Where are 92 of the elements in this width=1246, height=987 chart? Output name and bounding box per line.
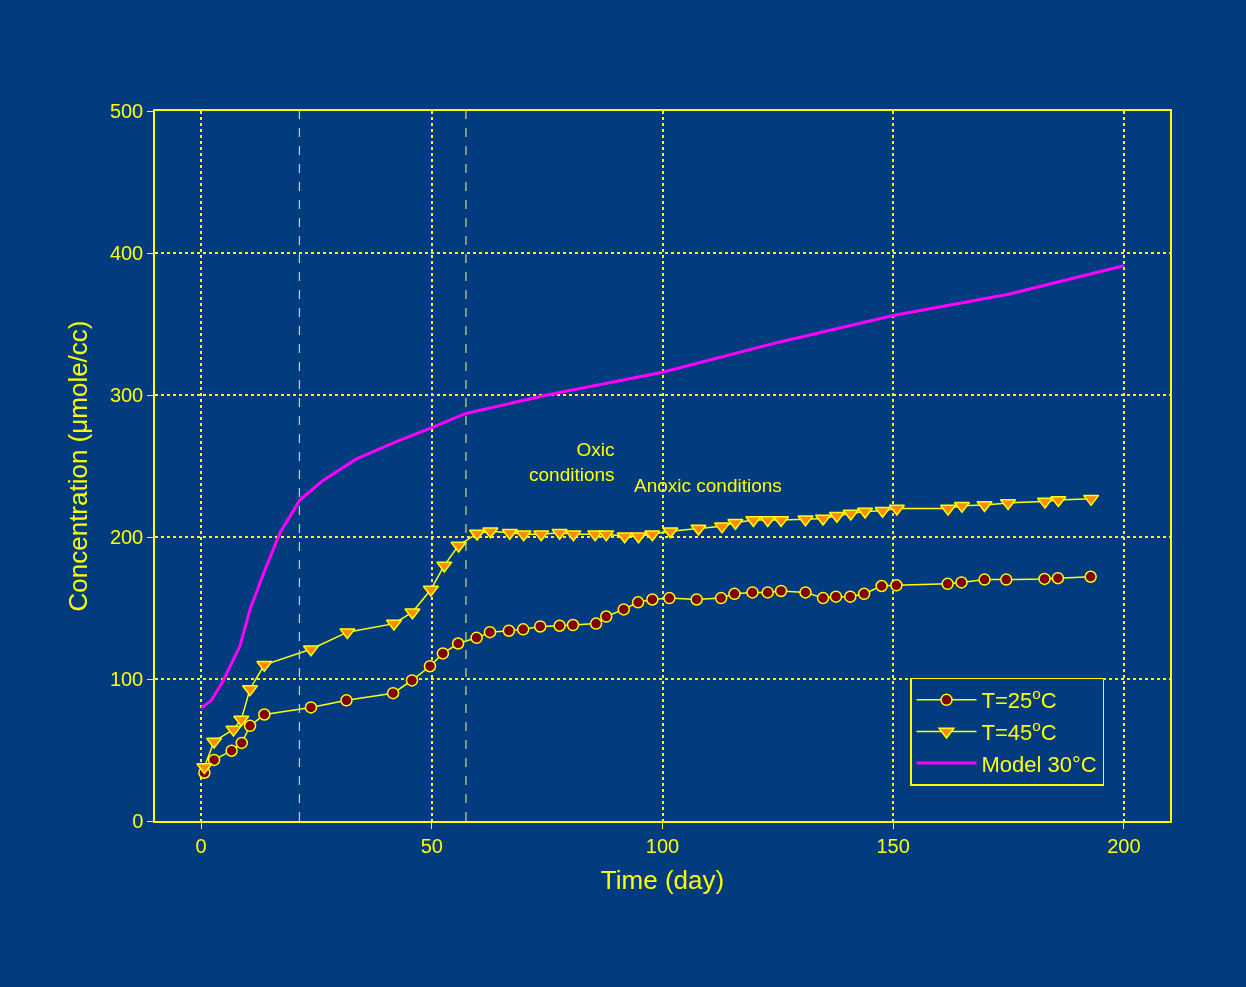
x-tick-label: 200 [1107, 834, 1141, 857]
point [874, 506, 891, 518]
point [616, 532, 633, 544]
point [470, 631, 483, 645]
point [797, 515, 814, 527]
point [842, 509, 859, 521]
line-series [199, 264, 1126, 709]
x-tick-label: 0 [195, 834, 207, 857]
point [423, 659, 437, 673]
point [976, 501, 993, 513]
point [631, 596, 645, 609]
y-tick-label: 100 [109, 668, 144, 690]
y-tick-label: 500 [109, 100, 144, 122]
point [1051, 571, 1065, 585]
point [482, 527, 499, 539]
y-tick-label: 0 [132, 810, 144, 832]
point [566, 618, 580, 632]
annotation: Oxic conditions [529, 439, 615, 485]
point [515, 530, 532, 542]
point [436, 647, 450, 660]
point [483, 625, 497, 639]
point [386, 686, 400, 700]
x-axis-title: Time (day) [600, 864, 725, 895]
point [340, 694, 353, 707]
y-tick-label: 300 [109, 384, 144, 406]
point [662, 527, 679, 539]
point [844, 590, 857, 603]
point [816, 591, 830, 605]
point [772, 515, 790, 528]
point [646, 593, 659, 606]
point [533, 620, 547, 633]
point [404, 608, 421, 620]
point [978, 573, 991, 586]
point [516, 623, 530, 636]
point [225, 725, 242, 737]
point [799, 586, 812, 599]
point [565, 530, 582, 542]
point [243, 719, 257, 733]
annotation: Anoxic conditions [634, 475, 782, 496]
point [450, 541, 467, 553]
point [225, 744, 238, 757]
point [745, 515, 762, 528]
x-tick-label: 100 [645, 834, 680, 857]
point [553, 619, 566, 632]
x-tick-label: 150 [876, 834, 910, 857]
legend-label: T=25$^{o}$C [981, 685, 1057, 714]
point [207, 753, 221, 767]
point [955, 576, 968, 589]
point [1038, 572, 1051, 586]
point [451, 637, 465, 650]
point [690, 593, 703, 606]
point [258, 708, 271, 721]
point [235, 736, 248, 750]
point [999, 573, 1013, 586]
point [256, 660, 273, 673]
point [714, 591, 728, 605]
x-tick-label: 50 [420, 834, 443, 857]
point [999, 498, 1017, 511]
point [644, 530, 661, 542]
point [857, 587, 871, 601]
point [599, 610, 613, 623]
point [941, 577, 954, 591]
point [233, 715, 250, 727]
y-tick-label: 200 [109, 526, 144, 548]
point [829, 590, 843, 603]
point [551, 528, 568, 540]
point [617, 603, 630, 616]
point [241, 684, 259, 697]
point [1084, 570, 1097, 584]
point [436, 561, 453, 573]
point [728, 587, 741, 601]
point [890, 579, 903, 592]
y-axis-title: Concentration (μmole/cc) [62, 320, 93, 612]
y-tick-label: 400 [109, 242, 144, 264]
point [663, 591, 676, 605]
point [774, 584, 788, 598]
point [502, 624, 516, 637]
point [759, 515, 776, 528]
point [630, 532, 647, 544]
point [405, 674, 419, 687]
point [953, 501, 971, 514]
legend-label: Model 30°C [981, 751, 1097, 777]
point [339, 628, 356, 640]
point [746, 586, 759, 599]
point [304, 701, 318, 714]
point [761, 586, 774, 599]
point [690, 524, 707, 536]
legend-label: T=45$^{o}$C [981, 716, 1057, 745]
point [1050, 496, 1067, 508]
point [875, 579, 888, 593]
point [727, 518, 744, 531]
point [589, 617, 603, 630]
